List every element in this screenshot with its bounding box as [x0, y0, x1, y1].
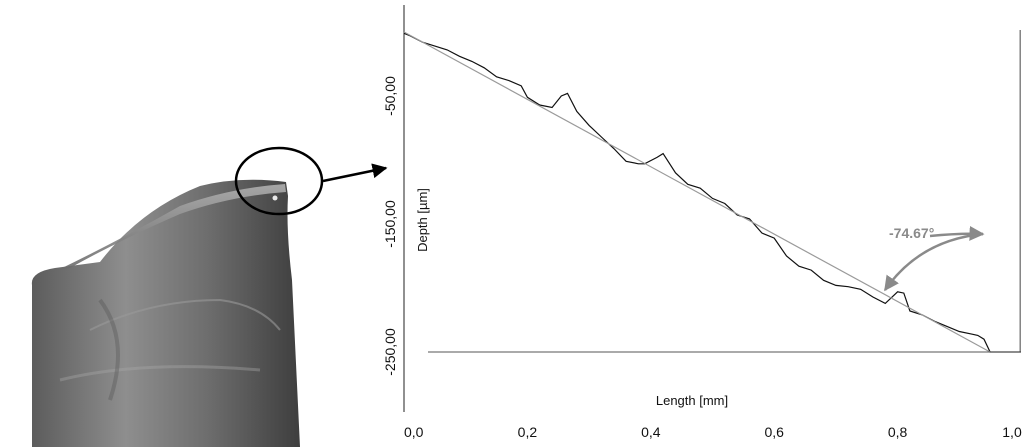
pointer-arrow — [322, 163, 388, 183]
x-tick-label: 0,2 — [518, 424, 538, 440]
x-axis-title: Length [mm] — [656, 393, 728, 408]
x-tick-label: 1,0 — [1002, 424, 1022, 440]
highlight-ellipse — [234, 146, 324, 216]
x-tick-label: 0,6 — [764, 424, 784, 440]
x-tick-label: 0,4 — [641, 424, 661, 440]
depth-profile-chart: -50,00-150,00-250,00 0,0 0,2 0,4 0,6 0,8 1,0 … — [382, 5, 1022, 440]
y-tick-label: -250,00 — [382, 328, 398, 376]
y-tick-label: -50,00 — [382, 76, 398, 116]
tool-tip-photo — [31, 179, 300, 447]
x-tick-label: 0,8 — [888, 424, 908, 440]
fitted-line — [403, 31, 991, 353]
y-tick-label: -150,00 — [382, 200, 398, 248]
x-tick-label: 0,0 — [404, 424, 424, 440]
angle-annotation: -74.67° — [883, 225, 985, 292]
measured-profile-line — [403, 32, 1021, 353]
y-axis-title: Depth [µm] — [415, 188, 430, 252]
angle-label: -74.67° — [889, 225, 934, 241]
